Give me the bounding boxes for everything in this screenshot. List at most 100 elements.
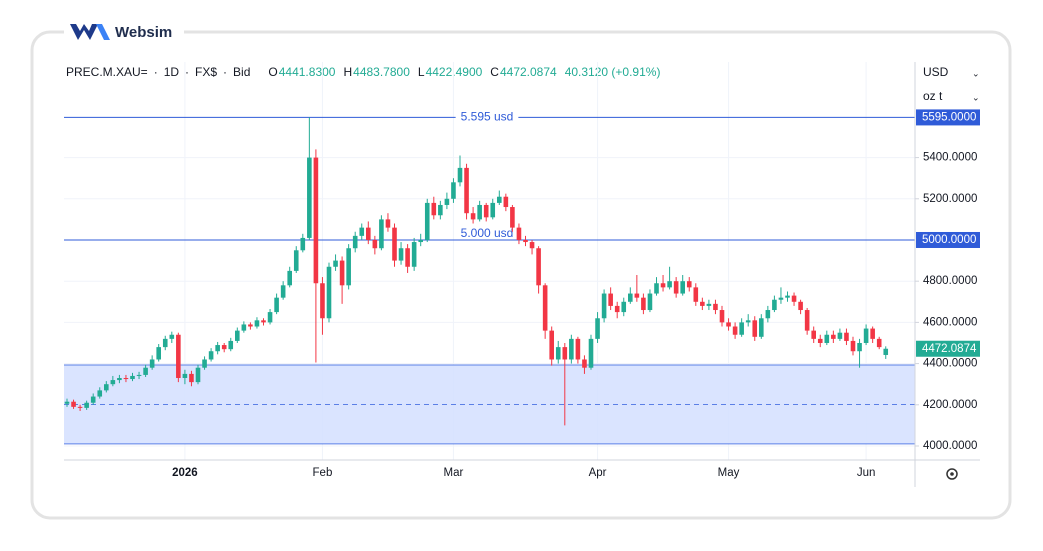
x-tick-label: Jun xyxy=(857,467,876,479)
logo xyxy=(70,24,110,40)
candle-body xyxy=(339,260,345,286)
candle-body xyxy=(739,322,744,335)
y-tick-label: 4800.0000 xyxy=(923,275,977,287)
candle-body xyxy=(307,157,312,238)
candle-body xyxy=(785,295,790,298)
candle-body xyxy=(732,326,738,335)
candle-body xyxy=(444,198,450,205)
candle-body xyxy=(156,347,161,360)
candle-body xyxy=(379,219,384,249)
candle-body xyxy=(686,281,692,288)
candle-body xyxy=(601,293,607,319)
candle-body xyxy=(470,213,476,220)
candle-body xyxy=(490,202,496,218)
candle-body xyxy=(195,367,201,383)
candle-body xyxy=(772,299,777,311)
candle-body xyxy=(464,167,469,214)
candle-body xyxy=(562,347,568,360)
unit-select[interactable]: oz t xyxy=(923,89,943,103)
candle-body xyxy=(90,396,96,403)
candle-body xyxy=(837,332,843,339)
y-tick-label: 4600.0000 xyxy=(923,316,977,328)
candle-body xyxy=(208,351,214,360)
candle-body xyxy=(614,305,620,313)
dropdown-arrow: ⌄ xyxy=(972,68,980,78)
currency-select[interactable]: USD xyxy=(923,65,949,79)
candle-body xyxy=(398,248,404,261)
ohlc-value: 4483.7800 xyxy=(353,65,410,79)
price-line-text-bg xyxy=(455,110,519,125)
candle-body xyxy=(510,207,515,228)
ohlc-key: L xyxy=(418,65,425,79)
candle-body xyxy=(64,401,70,404)
candle-body xyxy=(366,227,371,240)
settings-button[interactable] xyxy=(946,468,958,480)
candle-body xyxy=(457,167,463,183)
candle-body xyxy=(523,239,528,243)
price-line-axis-label: 5000.0000 xyxy=(922,234,976,246)
ohlc-value: 4472.0874 xyxy=(500,65,557,79)
ohlc-key: C xyxy=(490,65,499,79)
last-price-label: 4472.0874 xyxy=(922,343,977,355)
candle-body xyxy=(680,281,685,294)
candle-body xyxy=(549,330,554,360)
candle-body xyxy=(202,359,207,368)
separator: · xyxy=(223,65,227,79)
candle-body xyxy=(123,378,129,380)
candle-body xyxy=(438,204,443,216)
candle-body xyxy=(713,303,718,311)
candle-body xyxy=(248,324,253,327)
logo-backdrop xyxy=(64,18,184,46)
x-tick-label: Feb xyxy=(313,467,333,479)
candle-body xyxy=(77,406,83,408)
candle-body xyxy=(542,285,548,331)
candle-body xyxy=(759,318,764,337)
x-tick-label: Mar xyxy=(444,467,464,479)
price-change: 40.3120 (+0.91%) xyxy=(565,65,661,79)
candle-body xyxy=(405,248,410,267)
candle-body xyxy=(798,301,803,311)
price-side: Bid xyxy=(233,65,250,79)
ohlc-key: O xyxy=(268,65,277,79)
candle-body xyxy=(385,219,391,228)
candle-body xyxy=(857,342,862,352)
candle-body xyxy=(300,237,306,251)
y-tick-label: 4000.0000 xyxy=(923,440,977,452)
y-tick-label: 5400.0000 xyxy=(923,152,977,164)
candle-body xyxy=(876,338,882,348)
candle-body xyxy=(261,320,266,323)
candle-body xyxy=(752,320,758,337)
candle-body xyxy=(104,384,109,391)
y-tick-label: 4400.0000 xyxy=(923,358,977,370)
candle-body xyxy=(346,248,351,286)
interval: 1D xyxy=(164,65,180,79)
candle-body xyxy=(320,283,325,319)
candle-body xyxy=(71,401,76,407)
x-tick-label: May xyxy=(718,467,740,479)
candle-body xyxy=(162,338,168,348)
candle-body xyxy=(536,248,541,286)
candle-body xyxy=(608,293,613,306)
candle-body xyxy=(280,285,286,298)
y-tick-label: 5200.0000 xyxy=(923,193,977,205)
candle-body xyxy=(660,283,666,288)
ohlc-value: 4422.4900 xyxy=(426,65,483,79)
candle-body xyxy=(274,297,279,313)
candle-body xyxy=(326,266,332,319)
candle-body xyxy=(706,303,712,306)
candle-body xyxy=(497,196,502,203)
candle-body xyxy=(221,345,227,350)
candle-body xyxy=(176,334,181,379)
candle-body xyxy=(817,338,823,343)
candle-body xyxy=(745,320,751,323)
candle-body xyxy=(673,281,679,294)
candle-body xyxy=(555,347,561,360)
candle-body xyxy=(97,390,103,397)
candle-body xyxy=(883,348,889,355)
candle-body xyxy=(143,367,148,375)
candle-body xyxy=(575,338,581,360)
candle-body xyxy=(483,204,489,218)
candle-body xyxy=(293,250,299,271)
candle-body xyxy=(863,328,869,343)
